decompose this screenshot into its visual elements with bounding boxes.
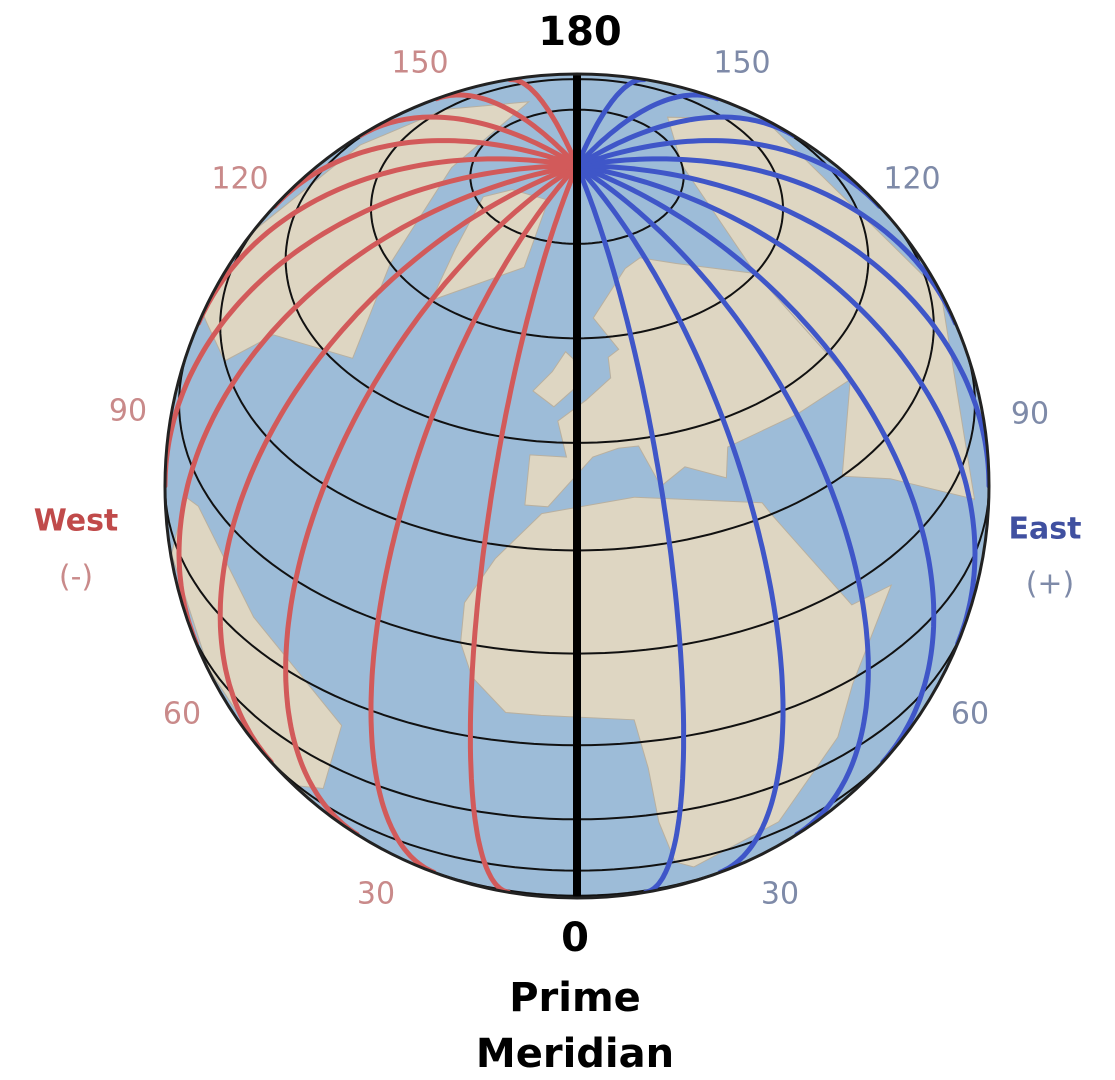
west-meridian	[165, 163, 580, 489]
west-meridian	[368, 163, 580, 875]
west-meridian	[176, 163, 580, 647]
east-meridian	[574, 163, 989, 489]
label-w90: 90	[109, 394, 147, 429]
label-west: West	[34, 504, 119, 539]
label-east: East	[1009, 512, 1082, 547]
label-180: 180	[538, 9, 622, 55]
label-e90: 90	[1011, 397, 1049, 432]
east-meridian	[574, 114, 796, 169]
west-meridian	[217, 163, 580, 765]
west-meridian	[358, 114, 580, 169]
west-meridian	[271, 138, 580, 209]
label-w60: 60	[163, 697, 201, 732]
east-meridian	[574, 163, 978, 647]
west-meridian	[467, 163, 580, 895]
east-meridian	[574, 156, 958, 326]
label-e60: 60	[951, 697, 989, 732]
label-east-sign: (+)	[1026, 567, 1075, 602]
globe-outline	[163, 72, 991, 900]
label-prime: Prime	[509, 975, 641, 1021]
west-meridian	[434, 92, 580, 169]
landmass	[524, 257, 852, 508]
graticule	[165, 74, 989, 898]
label-west-sign: (-)	[59, 560, 93, 595]
label-0: 0	[561, 915, 589, 961]
west-meridian	[507, 76, 580, 169]
east-meridian	[574, 163, 786, 875]
west-meridian	[283, 163, 580, 837]
east-meridian	[574, 92, 720, 169]
east-meridian	[574, 163, 871, 837]
label-meridian: Meridian	[476, 1031, 674, 1077]
land	[171, 101, 976, 868]
east-meridian	[574, 163, 937, 765]
label-w30: 30	[357, 877, 395, 912]
label-w120: 120	[211, 162, 268, 197]
label-w150: 150	[391, 46, 448, 81]
east-meridian	[574, 138, 883, 209]
label-e30: 30	[761, 877, 799, 912]
east-meridian	[574, 163, 687, 895]
west-meridian	[196, 156, 580, 326]
east-meridian	[574, 76, 647, 169]
label-e150: 150	[713, 46, 770, 81]
label-e120: 120	[883, 162, 940, 197]
landmass	[430, 189, 549, 302]
